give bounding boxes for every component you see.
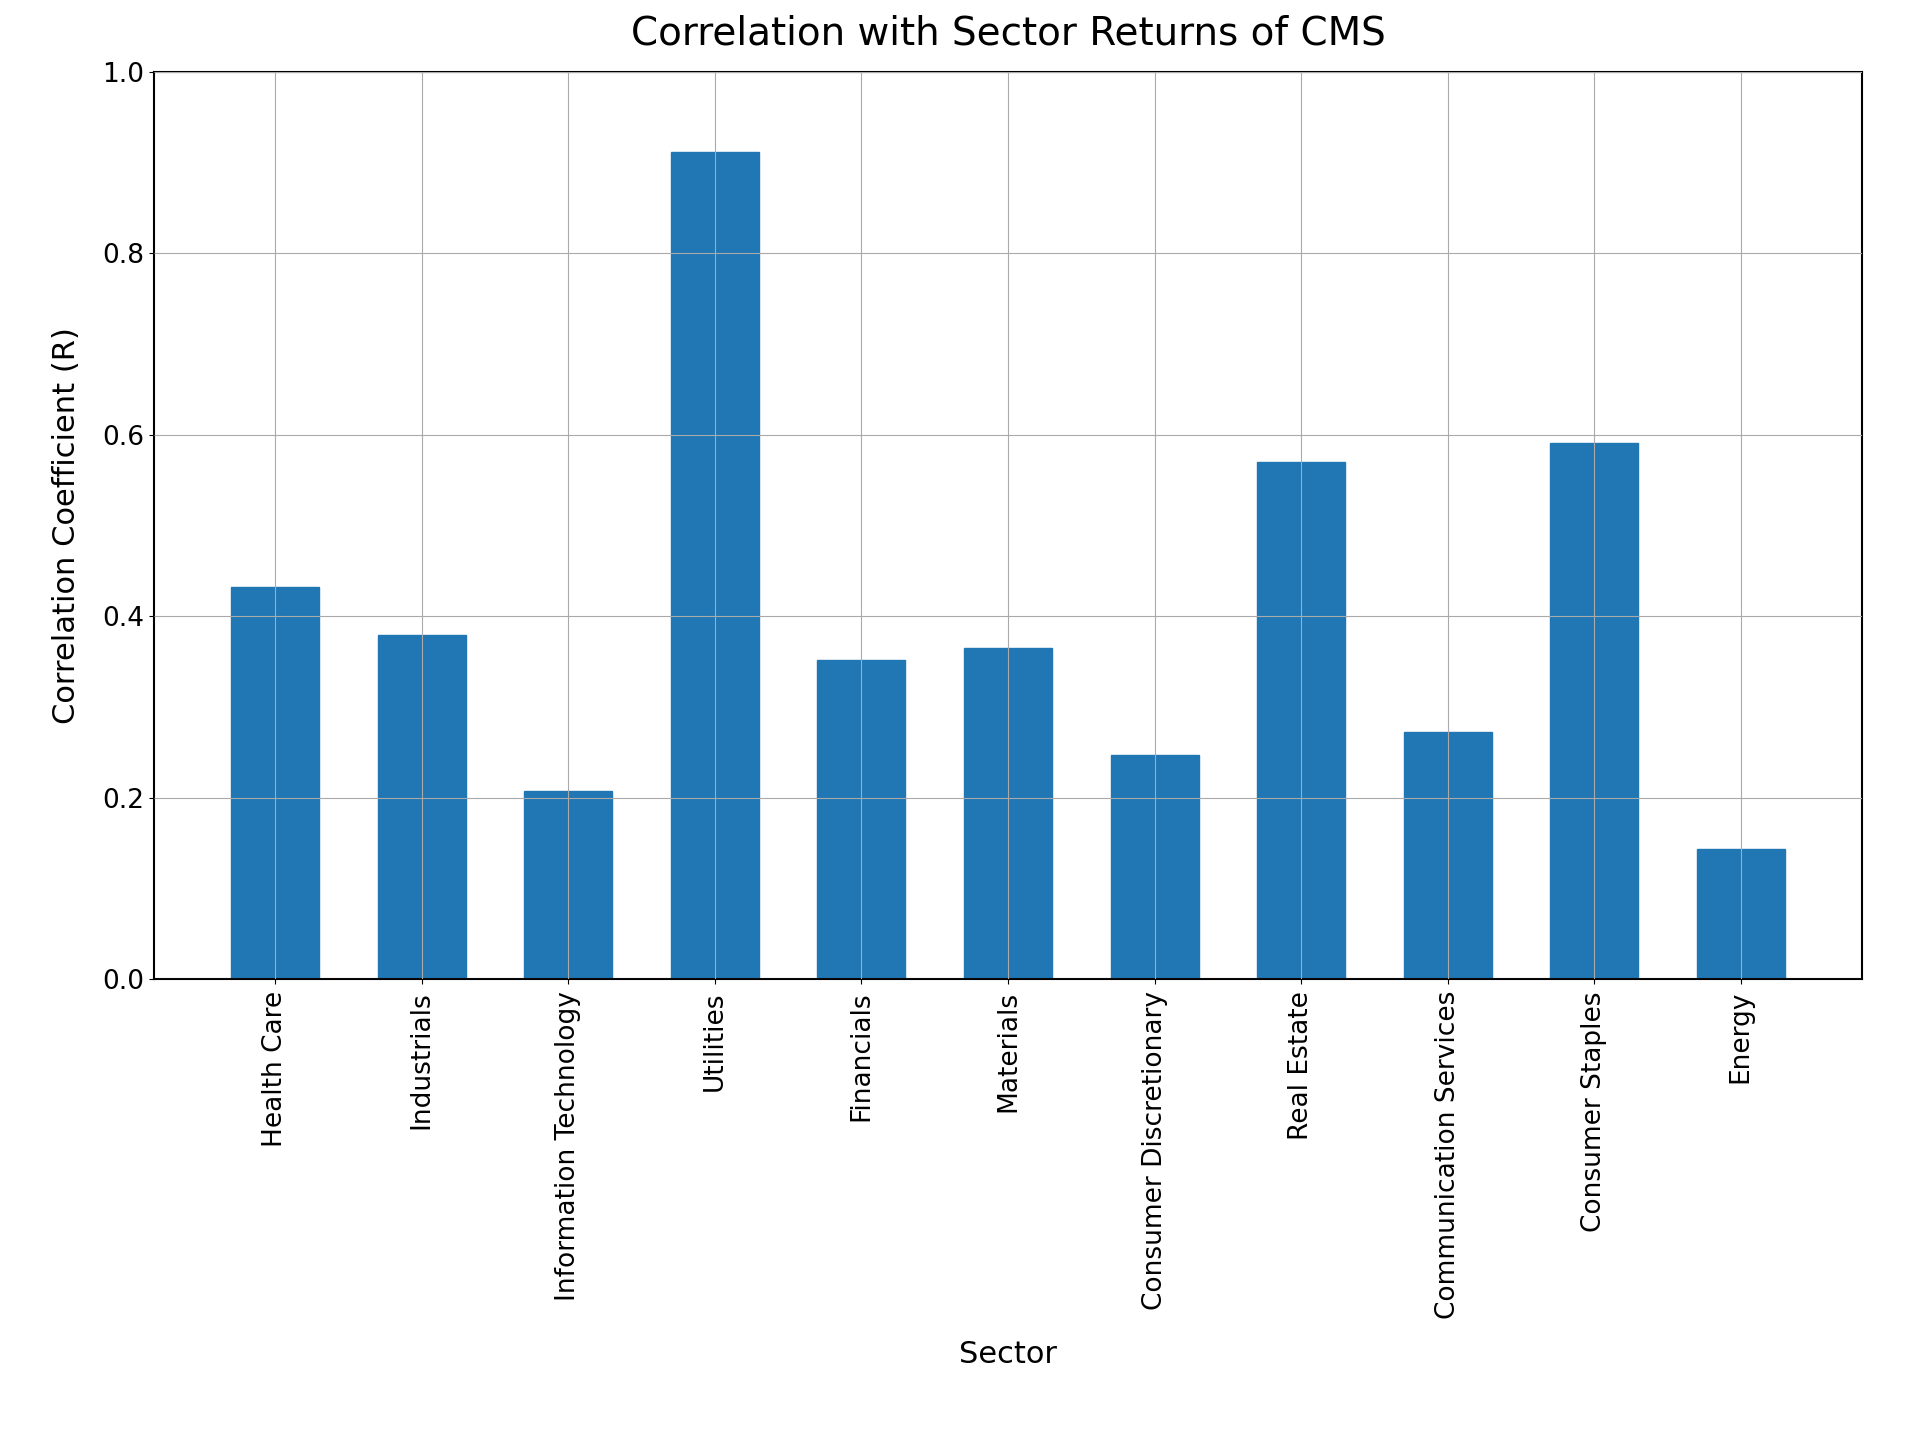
Bar [1258, 462, 1346, 979]
Bar [1110, 755, 1198, 979]
Bar [524, 792, 612, 979]
Bar [964, 648, 1052, 979]
Title: Correlation with Sector Returns of CMS: Correlation with Sector Returns of CMS [630, 14, 1386, 52]
Y-axis label: Correlation Coefficient (R): Correlation Coefficient (R) [52, 327, 81, 724]
Bar [230, 588, 319, 979]
Bar [818, 660, 906, 979]
X-axis label: Sector: Sector [958, 1341, 1058, 1369]
Bar [1404, 733, 1492, 979]
Bar [378, 635, 467, 979]
Bar [670, 151, 758, 979]
Bar [1549, 444, 1638, 979]
Bar [1697, 850, 1786, 979]
